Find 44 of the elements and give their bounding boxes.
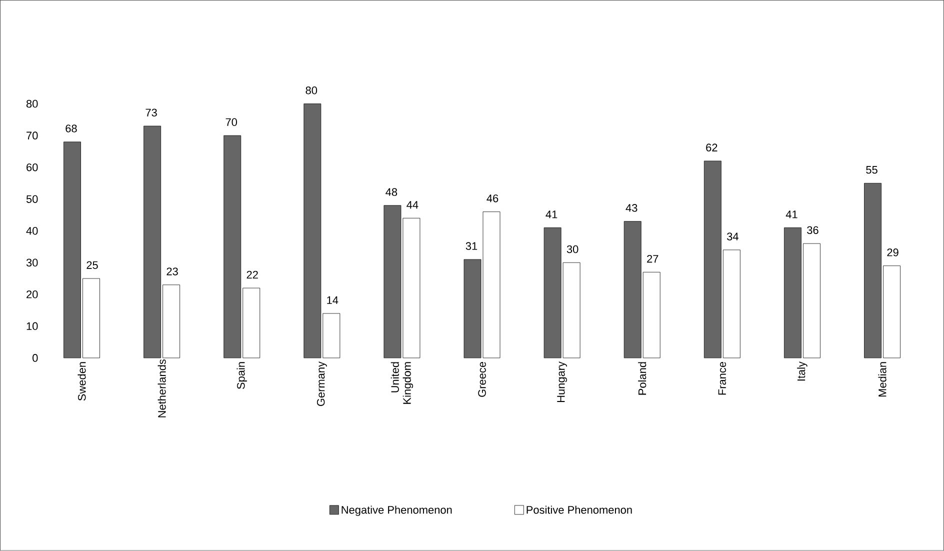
y-tick-label: 80 [26,100,38,108]
y-tick-label: 10 [26,322,38,330]
y-tick-label: 60 [26,164,38,172]
x-tick-label: Median [878,362,886,397]
legend-label: Negative Phenomenon [342,506,452,516]
legend-label: Positive Phenomenon [526,506,632,514]
data-label: 27 [647,255,658,263]
y-tick-label: 0 [32,354,38,362]
x-tick-label: Poland [638,362,646,395]
y-tick-label: 30 [26,258,38,267]
y-tick-label: 50 [26,195,38,204]
y-tick-label: 70 [26,132,38,140]
data-label: 34 [726,232,738,241]
x-tick-label: United Kingdom [390,362,414,404]
data-label: 55 [866,166,878,174]
data-label: 36 [807,226,818,234]
data-label: 41 [786,210,798,218]
x-tick-label: Spain [236,362,247,390]
data-label: 48 [386,188,398,196]
data-label: 68 [66,124,77,132]
data-label: 25 [86,261,98,270]
data-label: 44 [406,201,418,209]
data-label: 30 [566,245,578,254]
data-label: 14 [327,296,338,304]
data-label: 70 [226,118,238,126]
data-label: 46 [486,194,498,202]
data-label: 73 [146,108,157,117]
x-tick-label: Italy [797,362,808,381]
data-label: 31 [466,242,478,250]
x-tick-label: Greece [478,362,486,397]
x-tick-label: Germany [316,362,327,406]
data-label: 22 [246,270,258,279]
y-tick-label: 40 [26,227,38,235]
data-label: 23 [166,268,178,276]
data-label: 41 [546,210,558,218]
x-tick-label: Hungary [557,362,567,402]
x-tick-label: France [718,362,726,395]
data-label: 62 [706,144,718,152]
data-label: 43 [626,204,638,212]
x-tick-label: Netherlands [158,360,166,418]
data-label: 80 [306,86,318,94]
y-tick-label: 20 [26,290,38,298]
data-label: 29 [887,248,898,256]
x-tick-label: Sweden [78,362,86,401]
